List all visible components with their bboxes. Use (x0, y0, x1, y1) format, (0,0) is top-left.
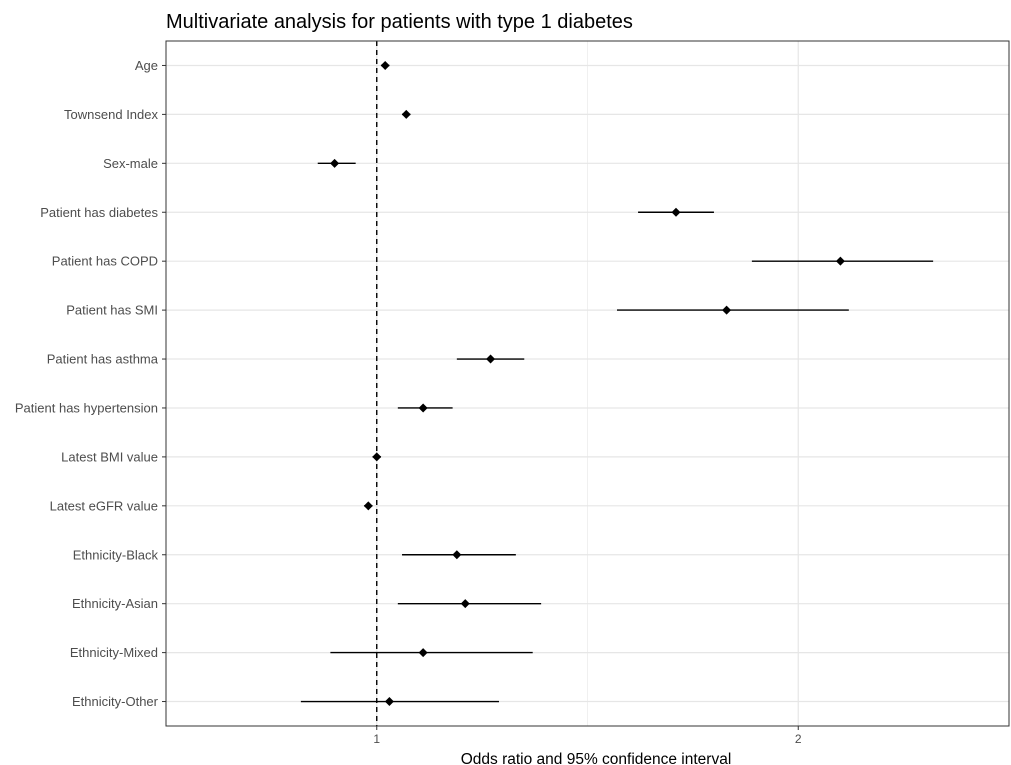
x-axis-title: Odds ratio and 95% confidence interval (461, 751, 732, 765)
y-tick-label: Patient has COPD (52, 254, 158, 269)
panel-border (165, 40, 1010, 727)
y-tick-label: Patient has hypertension (15, 400, 158, 415)
x-tick-label: 1 (373, 732, 380, 746)
y-tick-label: Sex-male (103, 156, 158, 171)
y-tick-label: Ethnicity-Mixed (70, 645, 158, 660)
point-estimate (380, 60, 390, 70)
x-tick-label: 2 (795, 732, 802, 746)
point-estimate (363, 501, 373, 511)
point-estimate (372, 452, 382, 462)
y-tick-label: Age (135, 58, 158, 73)
point-estimate (330, 158, 340, 168)
point-estimate (384, 697, 394, 707)
y-axis-labels: Age Townsend Index Sex-male Patient has dia… (15, 58, 166, 709)
grid-layer (166, 41, 1009, 726)
point-estimate (460, 599, 470, 609)
y-tick-label: Latest BMI value (61, 449, 158, 464)
point-estimate (835, 256, 845, 266)
point-estimate (722, 305, 732, 315)
y-tick-label: Patient has SMI (66, 303, 158, 318)
y-tick-label: Townsend Index (64, 107, 158, 122)
y-tick-label: Latest eGFR value (50, 498, 158, 513)
point-estimate (452, 550, 462, 560)
y-tick-label: Ethnicity-Other (72, 694, 159, 709)
chart-title: Multivariate analysis for patients with … (166, 11, 633, 33)
y-tick-label: Ethnicity-Black (73, 547, 159, 562)
point-estimate (418, 648, 428, 658)
point-estimate (486, 354, 496, 364)
point-estimate (418, 403, 428, 413)
point-estimate (401, 109, 411, 119)
y-tick-label: Patient has asthma (47, 352, 159, 367)
point-estimate (671, 207, 681, 217)
y-tick-label: Ethnicity-Asian (72, 596, 158, 611)
marks-layer (300, 60, 934, 707)
y-tick-label: Patient has diabetes (40, 205, 158, 220)
